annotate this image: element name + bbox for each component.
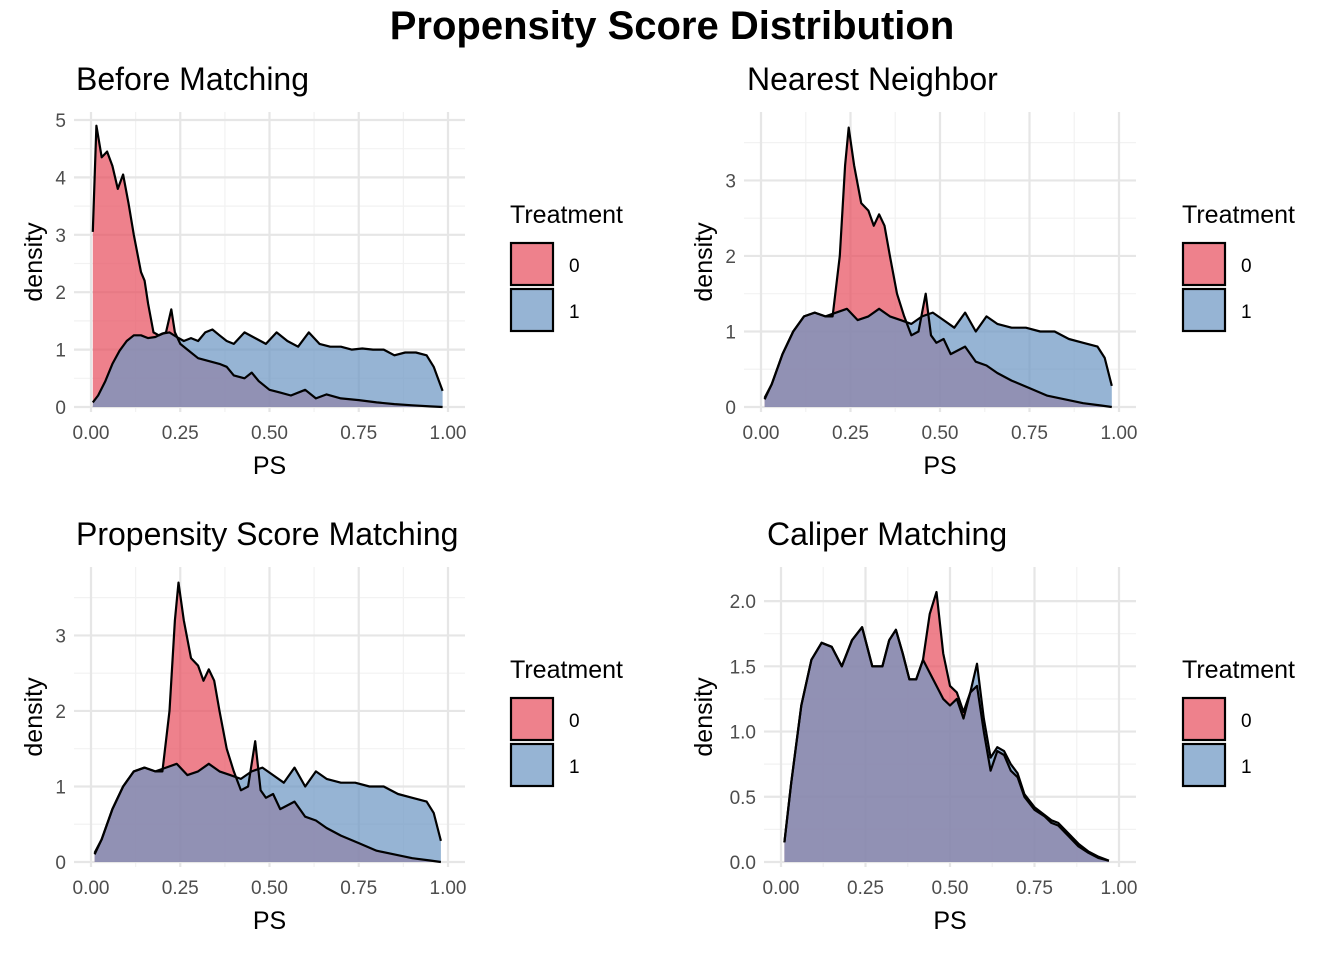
y-tick-label: 2 <box>725 247 736 268</box>
density-line-treatment-1 <box>783 626 1110 862</box>
y-tick-label: 5 <box>55 111 66 132</box>
x-tick-label: 0.25 <box>162 878 199 899</box>
x-tick-label: 0.50 <box>251 423 288 444</box>
x-tick-label: 1.00 <box>430 878 467 899</box>
x-axis-label: PS <box>933 907 966 935</box>
panel-title: Nearest Neighbor <box>747 61 998 97</box>
legend: Treatment 0 1 <box>1181 201 1295 333</box>
y-tick-label: 0.5 <box>730 788 756 809</box>
x-axis-label: PS <box>923 452 956 480</box>
legend-title: Treatment <box>510 201 623 229</box>
legend-label: 0 <box>1241 711 1252 732</box>
y-tick-label: 0 <box>55 853 66 874</box>
density-line-treatment-0 <box>91 124 443 409</box>
legend-key-0 <box>1181 696 1227 742</box>
legend-title: Treatment <box>1182 201 1295 229</box>
legend-key-0 <box>1181 241 1227 287</box>
x-tick-label: 1.00 <box>1101 878 1138 899</box>
x-tick-label: 0.00 <box>73 878 110 899</box>
y-axis-label: density <box>690 222 718 302</box>
y-tick-label: 2.0 <box>730 592 756 613</box>
legend-key-1 <box>1181 287 1227 333</box>
y-tick-label: 0.0 <box>730 853 756 874</box>
y-tick-label: 3 <box>55 626 66 647</box>
legend: Treatment 0 1 <box>509 201 623 333</box>
x-tick-label: 1.00 <box>1101 423 1138 444</box>
panel-title: Propensity Score Matching <box>76 516 458 552</box>
y-tick-label: 2 <box>55 702 66 723</box>
y-tick-label: 1 <box>725 322 736 343</box>
legend-key-1 <box>1181 742 1227 788</box>
panel-3: 0.00 0.25 0.50 0.75 1.00 0 1 2 3 Propensity Score… <box>20 516 623 935</box>
x-tick-label: 0.75 <box>1016 878 1053 899</box>
y-tick-label: 1 <box>55 777 66 798</box>
y-tick-label: 0 <box>55 398 66 419</box>
x-tick-label: 0.00 <box>73 423 110 444</box>
legend-key-0 <box>509 696 555 742</box>
density-area-treatment-1 <box>92 329 443 407</box>
y-tick-label: 1 <box>55 341 66 362</box>
density-area-treatment-1 <box>764 308 1112 407</box>
density-line-treatment-1 <box>763 307 1113 400</box>
y-tick-label: 3 <box>725 171 736 192</box>
x-tick-label: 0.50 <box>251 878 288 899</box>
legend-key-1 <box>509 287 555 333</box>
y-tick-label: 2 <box>55 283 66 304</box>
main-title: Propensity Score Distribution <box>389 4 955 48</box>
legend-label: 1 <box>1241 302 1252 323</box>
x-axis-label: PS <box>253 907 286 935</box>
x-tick-label: 0.75 <box>1011 423 1048 444</box>
x-tick-label: 0.75 <box>340 878 377 899</box>
y-tick-label: 0 <box>725 398 736 419</box>
legend-label: 1 <box>1241 757 1252 778</box>
x-tick-label: 0.25 <box>847 878 884 899</box>
legend-label: 0 <box>569 711 580 732</box>
x-axis-label: PS <box>253 452 286 480</box>
panel-title: Before Matching <box>76 61 309 97</box>
y-tick-label: 1.0 <box>730 723 756 744</box>
y-tick-label: 1.5 <box>730 657 756 678</box>
y-axis-label: density <box>690 677 718 757</box>
panel-1: 0.00 0.25 0.50 0.75 1.00 0 1 2 3 4 5 Before Matchin… <box>20 61 623 480</box>
panel-2: 0.00 0.25 0.50 0.75 1.00 0 1 2 3 Nearest Neighbor… <box>690 61 1295 480</box>
legend-key-0 <box>509 241 555 287</box>
density-line-treatment-1 <box>91 328 444 404</box>
panel-title: Caliper Matching <box>767 516 1007 552</box>
x-tick-label: 0.00 <box>743 423 780 444</box>
legend-label: 0 <box>569 256 580 277</box>
legend-title: Treatment <box>510 656 623 684</box>
y-axis-label: density <box>20 677 48 757</box>
y-axis-label: density <box>20 222 48 302</box>
density-area-treatment-1 <box>784 627 1109 862</box>
y-tick-label: 3 <box>55 226 66 247</box>
x-tick-label: 0.50 <box>932 878 969 899</box>
legend-label: 1 <box>569 302 580 323</box>
x-tick-label: 0.50 <box>922 423 959 444</box>
legend-label: 1 <box>569 757 580 778</box>
x-tick-label: 0.75 <box>340 423 377 444</box>
legend: Treatment 0 1 <box>509 656 623 788</box>
legend-title: Treatment <box>1182 656 1295 684</box>
legend-label: 0 <box>1241 256 1252 277</box>
x-tick-label: 0.25 <box>162 423 199 444</box>
x-tick-label: 0.00 <box>763 878 800 899</box>
panel-4: 0.00 0.25 0.50 0.75 1.00 0.0 0.5 1.0 1.5 2.0 Calip… <box>690 516 1295 935</box>
x-tick-label: 1.00 <box>430 423 467 444</box>
y-tick-label: 4 <box>55 168 66 189</box>
x-tick-label: 0.25 <box>832 423 869 444</box>
legend: Treatment 0 1 <box>1181 656 1295 788</box>
density-area-treatment-1 <box>94 763 441 862</box>
density-line-treatment-1 <box>93 762 442 855</box>
legend-key-1 <box>509 742 555 788</box>
